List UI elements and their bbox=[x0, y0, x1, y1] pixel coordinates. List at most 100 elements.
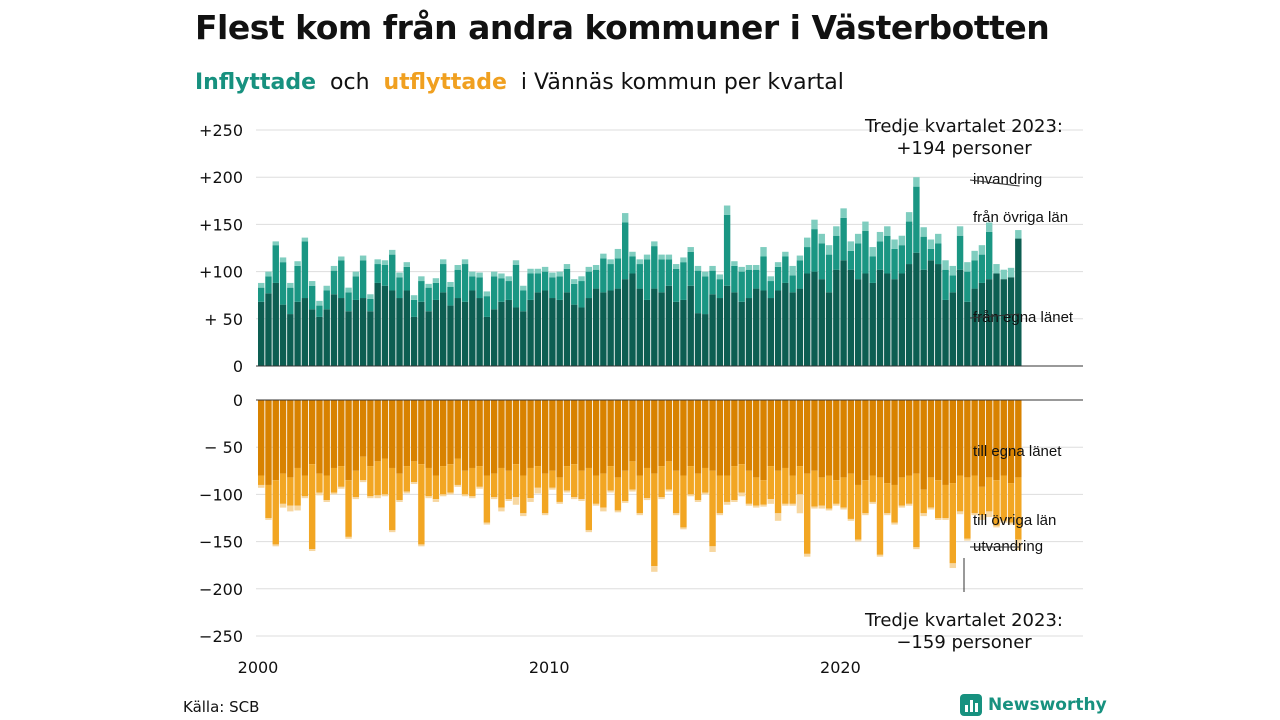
bar-in-invandring bbox=[804, 237, 811, 248]
bar-in-ovriga-lan bbox=[702, 276, 709, 315]
bar-in-invandring bbox=[323, 285, 330, 291]
bar-out-egna-lanet bbox=[316, 400, 323, 474]
bar-out-ovriga-lan bbox=[323, 475, 330, 501]
bar-out-egna-lanet bbox=[600, 400, 607, 474]
bar-out-ovriga-lan bbox=[418, 464, 425, 545]
bar-out-utvandring bbox=[905, 503, 913, 506]
bar-out-egna-lanet bbox=[389, 400, 396, 468]
bar-in-ovriga-lan bbox=[876, 241, 884, 270]
bar-out-ovriga-lan bbox=[1000, 475, 1007, 521]
bar-in-egna-lanet bbox=[374, 282, 381, 366]
bar-in-ovriga-lan bbox=[971, 260, 978, 289]
bar-out-ovriga-lan bbox=[592, 475, 600, 504]
bar-out-ovriga-lan bbox=[563, 466, 571, 491]
bar-in-ovriga-lan bbox=[935, 243, 942, 265]
bar-in-ovriga-lan bbox=[308, 285, 316, 310]
bar-in-ovriga-lan bbox=[359, 260, 367, 299]
bar-out-ovriga-lan bbox=[891, 484, 898, 523]
bar-out-egna-lanet bbox=[578, 400, 585, 471]
bar-out-utvandring bbox=[1015, 539, 1022, 551]
bar-in-invandring bbox=[876, 231, 884, 242]
bar-out-utvandring bbox=[956, 511, 964, 515]
bar-out-ovriga-lan bbox=[505, 470, 512, 500]
bar-out-egna-lanet bbox=[418, 400, 425, 465]
bar-out-egna-lanet bbox=[905, 400, 913, 476]
bar-out-ovriga-lan bbox=[403, 466, 410, 492]
bar-in-egna-lanet bbox=[964, 301, 971, 366]
bar-in-egna-lanet bbox=[447, 305, 454, 366]
bar-in-invandring bbox=[563, 264, 571, 269]
bar-in-invandring bbox=[592, 264, 600, 270]
bar-in-egna-lanet bbox=[578, 307, 585, 366]
bar-in-egna-lanet bbox=[993, 273, 1000, 366]
bar-in-invandring bbox=[607, 259, 614, 265]
bar-out-egna-lanet bbox=[687, 400, 694, 467]
bar-out-utvandring bbox=[381, 494, 389, 497]
bar-in-egna-lanet bbox=[651, 288, 658, 366]
bar-in-ovriga-lan bbox=[287, 287, 294, 315]
newsworthy-logo[interactable]: Newsworthy bbox=[960, 692, 1107, 718]
bar-out-utvandring bbox=[949, 563, 956, 569]
bar-in-invandring bbox=[964, 262, 971, 272]
bar-in-egna-lanet bbox=[986, 279, 993, 366]
bar-in-ovriga-lan bbox=[600, 258, 607, 293]
bar-in-egna-lanet bbox=[483, 316, 491, 366]
bar-out-ovriga-lan bbox=[738, 464, 745, 493]
bar-out-egna-lanet bbox=[665, 400, 673, 462]
bar-in-ovriga-lan bbox=[796, 260, 804, 289]
bar-out-utvandring bbox=[556, 501, 563, 504]
bar-out-ovriga-lan bbox=[483, 475, 491, 523]
bar-out-egna-lanet bbox=[964, 400, 971, 478]
bar-in-egna-lanet bbox=[1007, 277, 1015, 366]
bar-out-utvandring bbox=[658, 497, 665, 500]
bar-out-ovriga-lan bbox=[578, 470, 585, 500]
bar-out-ovriga-lan bbox=[585, 467, 592, 531]
bar-out-utvandring bbox=[927, 507, 935, 510]
bar-out-ovriga-lan bbox=[301, 475, 309, 497]
bar-in-egna-lanet bbox=[258, 301, 265, 366]
bar-out-ovriga-lan bbox=[345, 480, 352, 537]
bar-out-utvandring bbox=[425, 496, 432, 499]
bar-in-invandring bbox=[884, 226, 891, 236]
bar-out-egna-lanet bbox=[454, 400, 461, 459]
bar-out-egna-lanet bbox=[323, 400, 330, 476]
bar-out-utvandring bbox=[942, 518, 949, 520]
bar-in-invandring bbox=[702, 271, 709, 277]
bar-in-egna-lanet bbox=[753, 288, 760, 366]
bar-in-egna-lanet bbox=[469, 290, 476, 366]
bar-out-egna-lanet bbox=[469, 400, 476, 468]
bar-in-ovriga-lan bbox=[592, 269, 600, 289]
bar-in-invandring bbox=[847, 241, 855, 251]
bar-out-egna-lanet bbox=[614, 400, 622, 478]
bar-in-invandring bbox=[658, 254, 665, 260]
bar-in-ovriga-lan bbox=[352, 276, 360, 300]
annotation-bottom-line1: Tredje kvartalet 2023: bbox=[864, 610, 1063, 631]
bar-in-invandring bbox=[418, 276, 425, 282]
bar-in-invandring bbox=[913, 177, 920, 187]
bar-out-ovriga-lan bbox=[541, 473, 549, 514]
bar-in-egna-lanet bbox=[512, 307, 520, 366]
x-tick-label: 2000 bbox=[238, 658, 279, 677]
bar-in-ovriga-lan bbox=[913, 186, 920, 253]
bar-in-egna-lanet bbox=[840, 260, 847, 366]
bar-out-egna-lanet bbox=[301, 400, 309, 476]
bar-in-egna-lanet bbox=[760, 290, 767, 366]
bar-out-egna-lanet bbox=[622, 400, 629, 471]
bar-out-utvandring bbox=[964, 538, 971, 541]
bar-in-egna-lanet bbox=[876, 269, 884, 366]
bar-in-invandring bbox=[731, 261, 738, 266]
bar-out-egna-lanet bbox=[651, 400, 658, 474]
bar-out-egna-lanet bbox=[440, 400, 447, 467]
bar-out-egna-lanet bbox=[986, 400, 993, 478]
y-tick-label-bottom: 0 bbox=[233, 391, 243, 410]
bar-in-ovriga-lan bbox=[636, 264, 643, 289]
bar-out-utvandring bbox=[461, 494, 469, 497]
bar-in-ovriga-lan bbox=[898, 245, 906, 274]
bar-in-egna-lanet bbox=[505, 299, 512, 366]
bar-out-ovriga-lan bbox=[476, 466, 483, 487]
bar-in-invandring bbox=[330, 265, 338, 271]
bar-in-invandring bbox=[527, 268, 534, 274]
bar-out-egna-lanet bbox=[753, 400, 760, 478]
bar-out-utvandring bbox=[403, 491, 410, 494]
bar-out-egna-lanet bbox=[993, 400, 1000, 481]
